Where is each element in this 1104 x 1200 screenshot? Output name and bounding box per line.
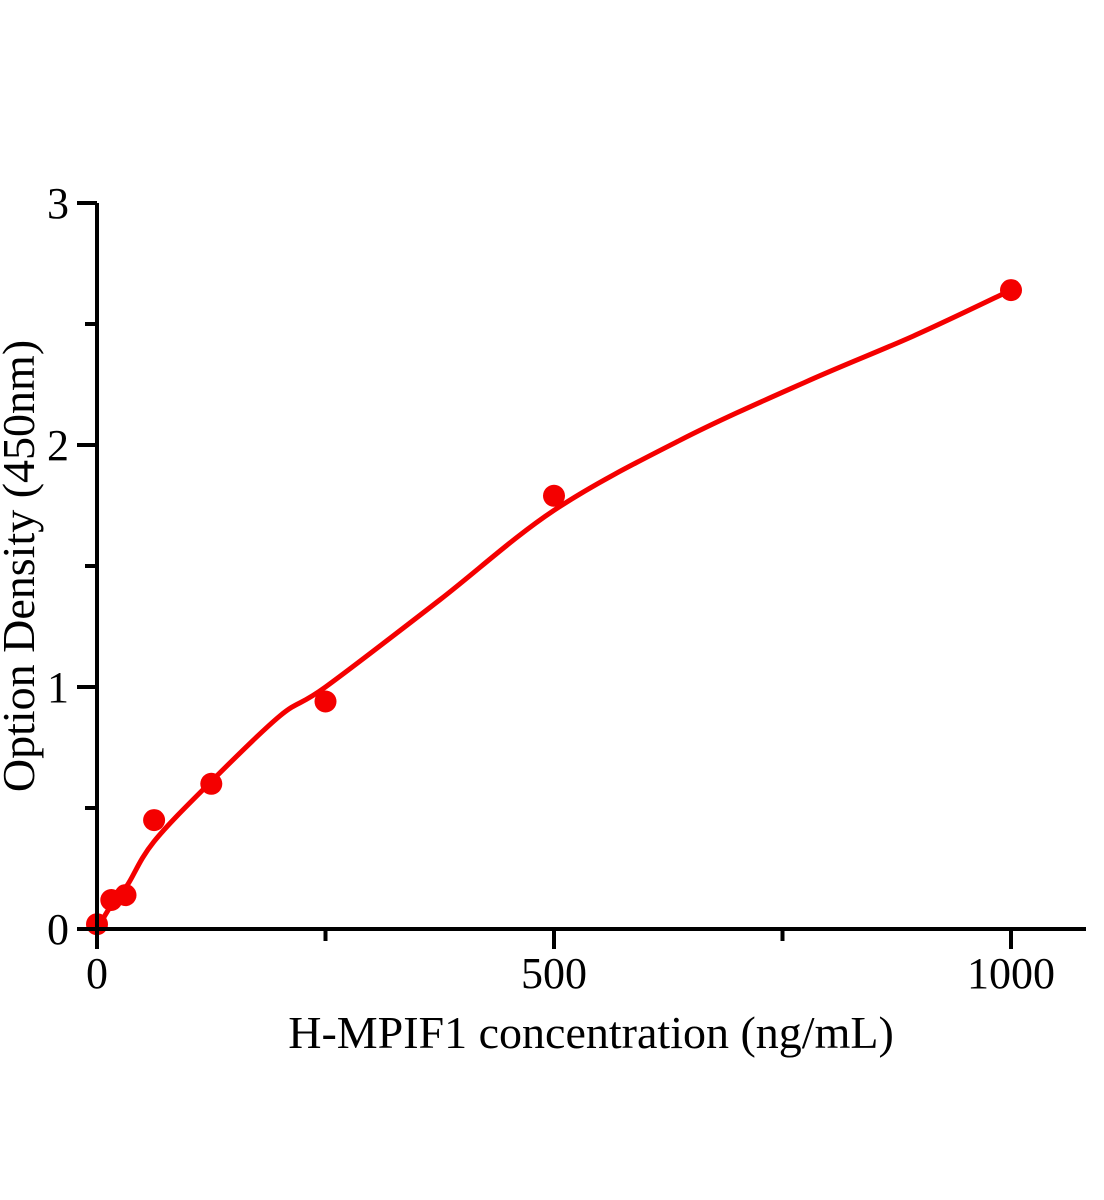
data-point	[1000, 279, 1022, 302]
data-point	[314, 690, 337, 713]
x-tick-label-500: 500	[521, 949, 587, 998]
data-point	[200, 772, 223, 795]
x-tick-label-0: 0	[86, 949, 108, 998]
axes-layer: 0 1 2 3 0 500 1000	[47, 179, 1086, 998]
x-axis-title: H-MPIF1 concentration (ng/mL)	[288, 1007, 894, 1058]
y-axis-title: Option Density (450nm)	[0, 340, 44, 792]
y-tick-label-1: 1	[47, 663, 69, 712]
fit-curve-path	[94, 287, 1014, 932]
y-tick-label-2: 2	[47, 421, 69, 470]
y-tick-label-3: 3	[47, 179, 69, 228]
data-point	[543, 484, 565, 507]
y-tick-label-0: 0	[47, 905, 69, 954]
x-tick-label-1000: 1000	[967, 949, 1055, 998]
fit-curve-layer	[94, 287, 1014, 932]
data-point	[143, 809, 166, 832]
data-point	[114, 884, 137, 907]
data-points-layer	[86, 279, 1022, 936]
